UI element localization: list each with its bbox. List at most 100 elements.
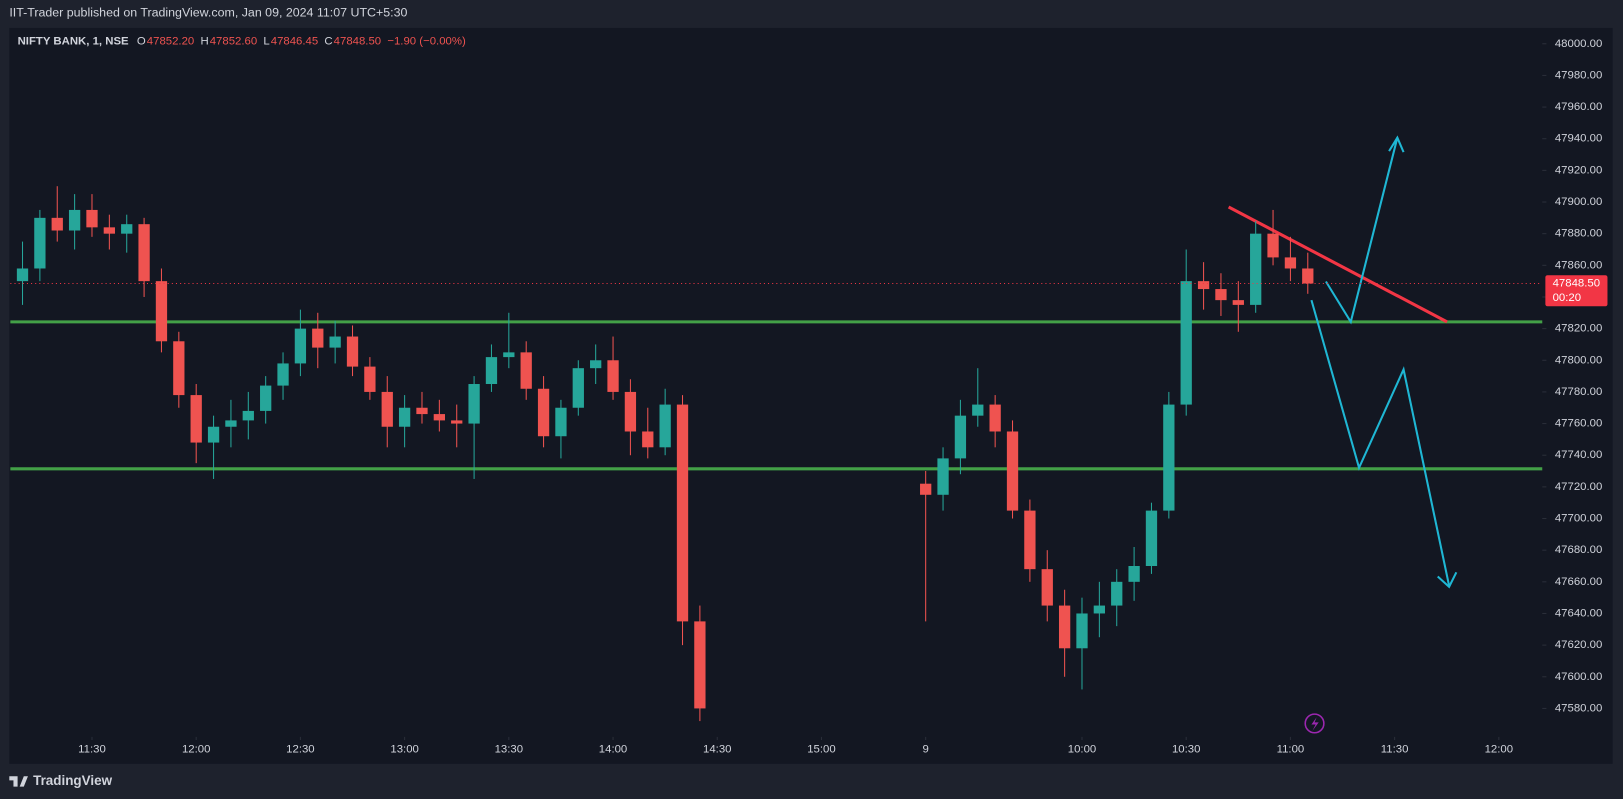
y-tick-label: 47580.00 xyxy=(1555,702,1602,714)
candle-body xyxy=(1111,581,1123,606)
candle-body xyxy=(225,420,237,427)
candle-body xyxy=(590,360,602,369)
x-tick-label: 11:00 xyxy=(1277,743,1305,755)
candle-body xyxy=(503,352,515,358)
x-tick-label: 11:30 xyxy=(1381,743,1409,755)
candle-body xyxy=(555,407,567,437)
countdown: 00:20 xyxy=(1553,292,1581,304)
arrow-head xyxy=(1388,135,1405,153)
candle-body xyxy=(1197,281,1210,290)
candle-body xyxy=(16,268,29,282)
candle-body xyxy=(103,227,115,234)
ohlc-label: O xyxy=(137,35,146,47)
candle-body xyxy=(416,407,428,415)
x-tick-label: 15:00 xyxy=(807,743,835,755)
candle-body xyxy=(1232,300,1244,305)
candle-body xyxy=(329,336,341,348)
ohlc-value: 47848.50 xyxy=(334,35,381,47)
candle-body xyxy=(676,404,689,622)
candle-body xyxy=(954,415,967,459)
x-tick-label: 10:30 xyxy=(1172,743,1200,755)
y-tick-label: 47600.00 xyxy=(1555,671,1602,683)
plot-area xyxy=(9,27,1613,764)
published-by: IIT-Trader published on TradingView.com,… xyxy=(9,6,407,20)
y-tick-label: 47860.00 xyxy=(1555,259,1602,271)
candle-body xyxy=(260,385,272,411)
candle-body xyxy=(1145,510,1158,566)
candle-body xyxy=(34,217,46,269)
y-tick-label: 47940.00 xyxy=(1555,133,1602,145)
x-tick-label: 13:00 xyxy=(390,743,418,755)
candle-body xyxy=(937,458,949,495)
event-icon[interactable] xyxy=(1304,713,1325,734)
candle-body xyxy=(1058,605,1071,649)
ohlc-label: C xyxy=(324,35,332,47)
x-tick-label: 9 xyxy=(923,743,929,755)
x-tick-label: 12:00 xyxy=(1485,743,1513,755)
x-tick-label: 12:00 xyxy=(182,743,210,755)
last-price-label: 47848.50 xyxy=(1553,278,1600,290)
candle-body xyxy=(138,224,150,282)
x-tick-label: 14:30 xyxy=(703,743,731,755)
candle-body xyxy=(1163,404,1175,511)
candle-body xyxy=(1076,613,1088,649)
y-tick-label: 47780.00 xyxy=(1555,386,1602,398)
candle-body xyxy=(121,224,133,234)
ohlc-value: 47846.45 xyxy=(271,35,318,47)
event-icon-bolt xyxy=(1311,717,1319,731)
candle-body xyxy=(68,209,81,231)
candle-body xyxy=(1284,257,1297,269)
candle-body xyxy=(207,426,220,443)
projection-arrow xyxy=(1310,299,1451,587)
candle-body xyxy=(920,483,932,495)
candle-body xyxy=(155,281,168,342)
candle-body xyxy=(433,414,446,421)
last-price-box xyxy=(1545,275,1608,307)
y-tick-label: 47700.00 xyxy=(1555,513,1602,525)
candle-body xyxy=(972,404,984,416)
candle-body xyxy=(364,366,376,392)
candle-body xyxy=(1006,431,1019,511)
candle-body xyxy=(624,391,637,432)
ohlc-value: 47852.20 xyxy=(147,35,194,47)
candle-body xyxy=(572,368,584,408)
x-tick-label: 10:00 xyxy=(1068,743,1096,755)
candle-body xyxy=(277,363,289,386)
candle-body xyxy=(1215,289,1227,301)
candle-body xyxy=(190,395,202,443)
brand-logo xyxy=(9,776,28,787)
footer: TradingView xyxy=(9,773,113,788)
candle-body xyxy=(468,384,480,424)
candle-body xyxy=(381,391,393,427)
ohlc-value: 47852.60 xyxy=(210,35,257,47)
x-tick-label: 14:00 xyxy=(599,743,627,755)
x-tick-label: 11:30 xyxy=(78,743,106,755)
y-tick-label: 47800.00 xyxy=(1555,354,1602,366)
candle-body xyxy=(294,328,307,364)
y-tick-label: 47820.00 xyxy=(1555,323,1602,335)
candle-body xyxy=(398,407,411,427)
candle-body xyxy=(51,217,63,231)
change: −1.90 (−0.00%) xyxy=(387,35,466,47)
candle-body xyxy=(1267,233,1279,258)
candle-body xyxy=(173,341,185,396)
candle-body xyxy=(1093,605,1106,614)
ohlc-label: L xyxy=(263,35,269,47)
y-tick-label: 48000.00 xyxy=(1555,38,1602,50)
candle-body xyxy=(1024,510,1036,570)
y-tick-label: 47660.00 xyxy=(1555,576,1602,588)
candle-body xyxy=(312,328,324,348)
candle-body xyxy=(346,336,359,367)
y-tick-label: 47900.00 xyxy=(1555,196,1602,208)
candle-body xyxy=(1128,565,1140,582)
y-tick-label: 47720.00 xyxy=(1555,481,1602,493)
candle-body xyxy=(1180,281,1192,405)
y-tick-label: 47960.00 xyxy=(1555,101,1602,113)
candle-body xyxy=(694,621,706,709)
drawings xyxy=(10,135,1543,734)
candle-body xyxy=(1250,233,1262,305)
projection-arrow xyxy=(1325,137,1399,325)
candle-body xyxy=(451,420,463,424)
